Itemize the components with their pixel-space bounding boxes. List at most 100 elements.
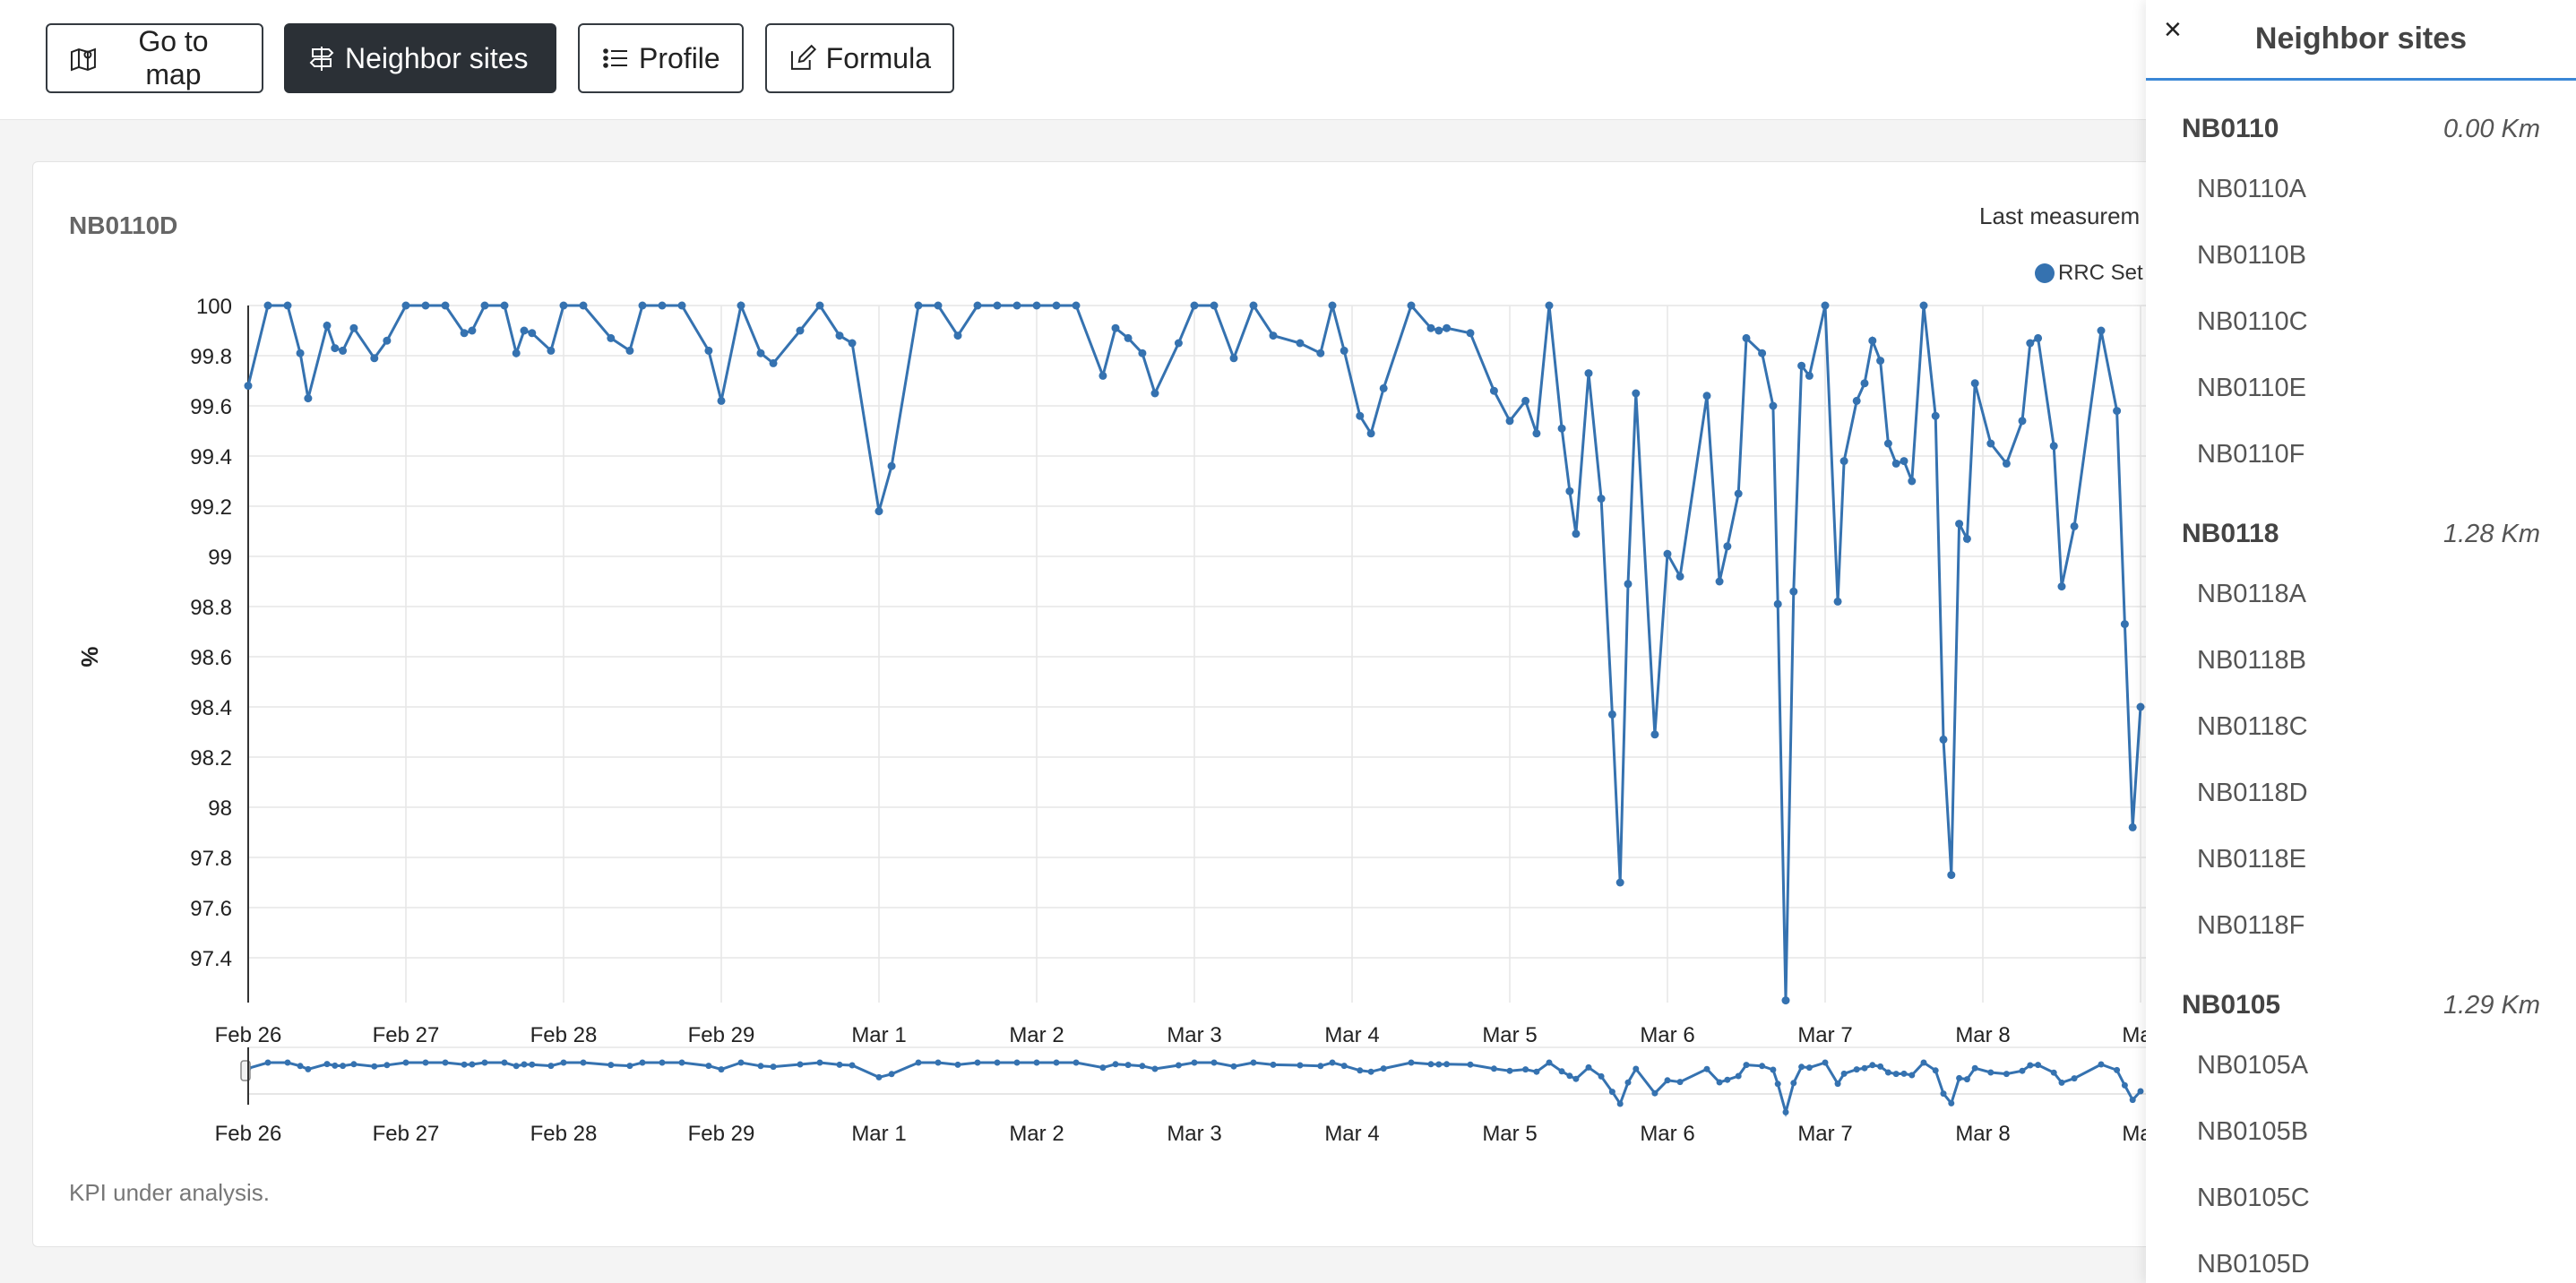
cell-item[interactable]: NB0118F	[2197, 911, 2305, 940]
data-point	[1597, 495, 1606, 504]
navigator-point	[2035, 1062, 2042, 1069]
data-point	[737, 301, 745, 310]
navigator-point	[1151, 1065, 1159, 1072]
y-tick-label: 98.8	[190, 596, 232, 620]
site-header[interactable]: NB0118 1.28 Km	[2146, 507, 2576, 561]
cell-item[interactable]: NB0110C	[2197, 307, 2308, 336]
navigator-point	[1971, 1064, 1978, 1072]
data-point	[1545, 301, 1554, 310]
data-point	[304, 394, 313, 403]
x-tick-label: Feb 26	[215, 1023, 282, 1047]
y-tick-label: 98.4	[190, 696, 232, 720]
y-tick-label: 98.2	[190, 746, 232, 771]
site-header[interactable]: NB0105 1.29 Km	[2146, 978, 2576, 1032]
legend-label: RRC Set	[2058, 261, 2143, 285]
cell-item[interactable]: NB0105B	[2197, 1117, 2309, 1146]
data-point	[520, 326, 529, 335]
cell-item[interactable]: NB0118C	[2197, 712, 2308, 741]
data-point	[1852, 396, 1861, 405]
navigator-tick-label: Mar 4	[1324, 1122, 1379, 1146]
data-point	[677, 301, 686, 310]
close-icon[interactable]: ×	[2164, 13, 2182, 47]
data-point	[1970, 379, 1979, 388]
navigator-point	[1380, 1065, 1387, 1072]
navigator-point	[718, 1066, 725, 1073]
data-point	[1734, 489, 1743, 498]
data-point	[1805, 371, 1814, 380]
site-group: NB0110 0.00 Km NB0110A NB0110B NB0110C N…	[2146, 102, 2576, 487]
data-point	[1615, 878, 1624, 887]
data-point	[370, 354, 379, 363]
cell-item[interactable]: NB0105D	[2197, 1250, 2310, 1279]
navigator-point	[607, 1062, 615, 1069]
data-point	[1868, 336, 1877, 345]
navigator-point	[1908, 1072, 1916, 1079]
navigator-point	[1633, 1065, 1640, 1072]
cell-item[interactable]: NB0110B	[2197, 241, 2306, 270]
y-tick-label: 97.8	[190, 847, 232, 871]
data-point	[1316, 349, 1325, 357]
data-point	[1426, 323, 1435, 332]
navigator-point	[1932, 1067, 1939, 1074]
navigator-point	[1743, 1062, 1750, 1069]
data-point	[1715, 577, 1724, 586]
navigator-point	[1522, 1066, 1529, 1073]
cell-item[interactable]: NB0105A	[2197, 1051, 2309, 1080]
navigator-point	[469, 1061, 476, 1068]
navigator-tick-label: Mar 7	[1797, 1122, 1852, 1146]
data-point	[2034, 333, 2043, 342]
cell-item[interactable]: NB0118D	[2197, 779, 2308, 807]
cell-item[interactable]: NB0110A	[2197, 175, 2306, 203]
navigator-point	[1408, 1059, 1415, 1066]
data-point	[339, 346, 348, 355]
data-point	[625, 346, 634, 355]
navigator-point	[461, 1061, 468, 1068]
cell-item[interactable]: NB0118B	[2197, 646, 2306, 675]
neighbor-sites-button[interactable]: Neighbor sites	[284, 23, 556, 93]
data-point	[1190, 301, 1199, 310]
cell-item[interactable]: NB0110F	[2197, 440, 2305, 469]
navigator-point	[1840, 1070, 1848, 1077]
navigator-point	[297, 1063, 304, 1070]
navigator-point	[1651, 1089, 1658, 1097]
data-point	[1883, 439, 1892, 448]
data-point	[1931, 411, 1940, 420]
formula-button[interactable]: Formula	[765, 23, 954, 93]
data-point	[1210, 301, 1219, 310]
go-to-map-button[interactable]: Go to map	[46, 23, 263, 93]
navigator-point	[1834, 1081, 1841, 1088]
navigator-point	[1566, 1072, 1573, 1080]
navigator-point	[1877, 1063, 1884, 1070]
cell-item[interactable]: NB0110E	[2197, 374, 2306, 402]
site-distance: 1.28 Km	[2443, 519, 2540, 548]
data-point	[283, 301, 292, 310]
navigator-point	[1572, 1075, 1580, 1082]
data-point	[1773, 599, 1782, 608]
navigator-point	[1427, 1061, 1434, 1068]
data-point	[1939, 735, 1948, 744]
navigator-point	[1940, 1090, 1947, 1098]
site-header[interactable]: NB0110 0.00 Km	[2146, 102, 2576, 156]
navigator-point	[1790, 1080, 1797, 1087]
navigator-point	[1724, 1076, 1731, 1083]
kpi-chart[interactable]: 100 99.8 99.6 99.4 99.2 99 98.8 98.6 98.4 98.2 98 9…	[33, 162, 2219, 1248]
navigator-point	[2058, 1079, 2065, 1086]
navigator-point	[678, 1059, 685, 1066]
navigator-point	[1230, 1063, 1237, 1070]
profile-button[interactable]: Profile	[578, 23, 744, 93]
data-point	[1947, 871, 1956, 880]
chart-legend[interactable]: RRC Set	[2035, 261, 2143, 286]
navigator-point	[770, 1063, 777, 1071]
navigator-point	[836, 1061, 843, 1068]
navigator-point	[1900, 1070, 1908, 1077]
cell-item[interactable]: NB0118A	[2197, 580, 2306, 608]
x-tick-label: Mar 6	[1640, 1023, 1694, 1047]
cell-item[interactable]: NB0118E	[2197, 845, 2306, 874]
navigator-point	[1770, 1066, 1777, 1073]
navigator-point	[757, 1063, 764, 1070]
cell-item[interactable]: NB0105C	[2197, 1184, 2310, 1212]
navigator-point	[1329, 1059, 1336, 1066]
data-point	[2120, 620, 2129, 629]
navigator-point	[1367, 1068, 1374, 1075]
navigator-point	[2121, 1081, 2128, 1089]
